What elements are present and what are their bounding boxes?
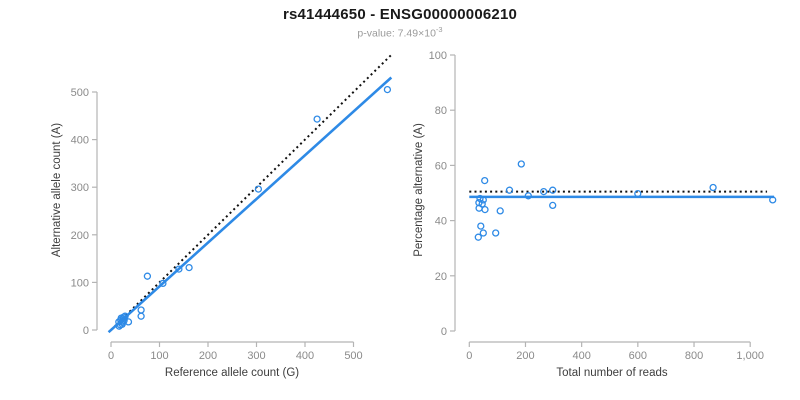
data-point [481,205,489,214]
y-tick-label: 500 [71,87,89,99]
x-tick-label: 500 [344,350,362,362]
left-y-axis-label: Alternative allele count (A) [51,122,63,258]
y-tick-label: 100 [71,277,89,289]
data-point [709,183,717,192]
p-value-subtitle: p-value: 7.49×10-3 [0,25,800,40]
right-plot-panel: 0 20 40 60 80 100 0 200 400 600 800 1,000 [429,50,777,362]
page-title: rs41444650 - ENSG00000006210 [282,6,518,23]
regression-line [107,76,393,334]
x-tick-label: 300 [247,350,265,362]
x-tick-label: 800 [685,350,703,362]
data-point [119,313,128,321]
data-point [524,192,532,200]
x-tick-label: 100 [150,350,168,362]
x-tick-label: 400 [572,350,590,362]
data-point [481,176,489,185]
y-tick-label: 80 [435,105,447,117]
data-point [492,229,500,237]
p-value-text: p-value: 7.49×10 [357,27,436,40]
y-tick-label: 20 [435,271,447,283]
y-tick-label: 200 [71,230,89,242]
data-point [159,279,167,288]
data-point [479,229,487,237]
data-point [505,186,514,194]
data-point [137,306,145,314]
right-x-axis-label: Total number of reads [556,367,668,379]
x-tick-label: 1,000 [736,350,764,362]
data-point [383,85,392,94]
data-point [496,207,504,215]
data-point [175,265,183,273]
y-tick-label: 40 [435,216,447,228]
data-point [517,160,525,168]
data-point [549,186,557,194]
right-y-axis-label: Percentage alternative (A) [413,123,425,257]
data-point [313,115,321,123]
data-point [137,312,145,320]
data-point [116,321,124,329]
data-point [477,222,485,230]
y-tick-label: 0 [441,326,447,338]
x-tick-label: 0 [108,350,114,362]
y-tick-label: 100 [429,50,447,62]
p-value-exponent: -3 [435,25,443,34]
data-point [143,272,152,280]
y-tick-label: 60 [435,160,447,172]
y-tick-label: 400 [71,135,89,147]
x-tick-label: 600 [629,350,647,362]
data-point [254,185,263,193]
x-tick-label: 200 [199,350,217,362]
data-point [474,233,482,241]
data-point [769,196,777,204]
y-tick-label: 300 [71,182,89,194]
data-point [540,187,548,196]
left-x-axis-label: Reference allele count (G) [164,367,300,379]
x-tick-label: 200 [516,350,534,362]
left-plot-panel: 0 100 200 300 400 500 0 100 200 300 400 500 [71,54,393,362]
x-tick-label: 400 [296,350,314,362]
data-point [549,201,557,210]
x-tick-label: 0 [466,350,472,362]
data-point [185,263,193,272]
data-point [634,189,642,198]
identity-line [110,54,393,331]
y-tick-label: 0 [83,325,89,337]
